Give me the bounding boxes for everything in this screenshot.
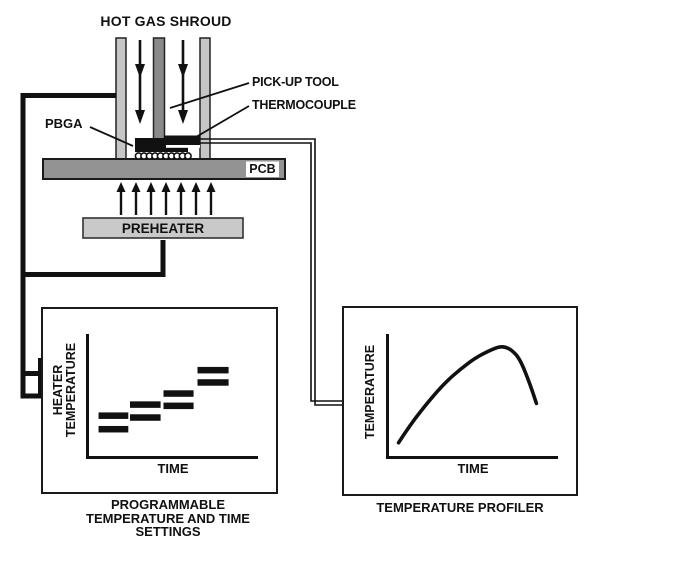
temperature-profile-curve	[396, 344, 539, 445]
preheater-wire	[25, 240, 166, 277]
setpoint-bar	[130, 401, 161, 408]
pickup-tool-leader-line	[169, 82, 250, 109]
preheater-label: PREHEATER	[121, 221, 205, 236]
settings-ylabel-line2: TEMPERATURE	[64, 342, 78, 438]
profiler-curve	[396, 344, 539, 445]
gas-flow-arrow-left	[135, 40, 145, 124]
profiler-caption: TEMPERATURE PROFILER	[376, 500, 544, 515]
settings-chart-frame	[41, 307, 278, 494]
settings-chart-bars	[98, 366, 229, 433]
pbga-leader-line	[89, 126, 134, 147]
controller-wire	[20, 93, 166, 399]
settings-caption-line3: SETTINGS	[135, 524, 201, 539]
setpoint-bar	[163, 390, 194, 397]
settings-xlabel: TIME	[157, 461, 189, 476]
heat-arrows	[116, 182, 216, 215]
setpoint-bar	[130, 414, 161, 421]
hot-gas-shroud-title: HOT GAS SHROUD	[100, 13, 232, 29]
settings-caption: PROGRAMMABLE TEMPERATURE AND TIME SETTIN…	[42, 498, 294, 539]
preheater-box	[82, 217, 244, 239]
thermocouple-tip	[164, 135, 200, 145]
settings-ylabel: HEATER TEMPERATURE	[51, 342, 78, 438]
settings-caption-line1: PROGRAMMABLE	[110, 497, 226, 512]
pickup-tool-bar	[152, 37, 166, 141]
profiler-ylabel: TEMPERATURE	[363, 344, 377, 440]
setpoint-bar	[98, 425, 129, 433]
setpoint-bar	[197, 366, 229, 374]
profiler-chart-axes	[386, 334, 558, 459]
thermocouple-gap	[166, 145, 200, 148]
profiler-chart-frame	[342, 306, 578, 496]
settings-chart-axes	[86, 334, 258, 459]
pcb-label: PCB	[249, 162, 276, 176]
settings-caption-line2: TEMPERATURE AND TIME	[86, 510, 250, 526]
setpoint-bar	[98, 412, 129, 419]
pcb-label-box	[246, 161, 279, 177]
profiler-xlabel: TIME	[457, 461, 489, 476]
solder-balls	[134, 152, 192, 160]
setpoint-bar	[163, 402, 194, 410]
gas-flow-arrow-right	[178, 40, 188, 124]
thermocouple-wire	[196, 138, 343, 406]
thermocouple-label: THERMOCOUPLE	[252, 98, 356, 112]
pickup-tool-label: PICK-UP TOOL	[252, 75, 339, 89]
thermocouple-leader-line	[195, 105, 250, 138]
setpoint-bar	[197, 379, 229, 386]
pbga-label: PBGA	[45, 116, 83, 131]
